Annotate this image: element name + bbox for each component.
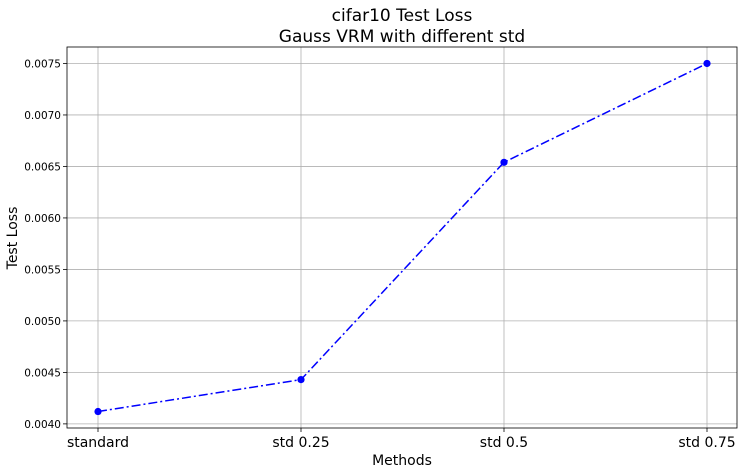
x-axis-ticks: standard std 0.25 std 0.5 std 0.75 bbox=[67, 428, 736, 451]
series-layer bbox=[94, 59, 711, 416]
x-axis-label: Methods bbox=[372, 453, 432, 469]
y-tick-label: 0.0075 bbox=[24, 58, 61, 70]
chart-title-line-1: cifar10 Test Loss bbox=[332, 6, 473, 26]
chart-title: cifar10 Test Loss Gauss VRM with differe… bbox=[279, 6, 525, 47]
data-point bbox=[500, 158, 508, 166]
x-tick-label: standard bbox=[67, 435, 129, 451]
chart-title-line-2: Gauss VRM with different std bbox=[279, 27, 525, 47]
y-tick-label: 0.0070 bbox=[24, 110, 61, 122]
data-point bbox=[94, 407, 102, 416]
x-tick-label: std 0.75 bbox=[678, 435, 735, 451]
grid-lines bbox=[67, 47, 737, 428]
y-tick-label: 0.0045 bbox=[24, 367, 61, 379]
y-tick-label: 0.0040 bbox=[24, 419, 61, 431]
data-point bbox=[703, 59, 711, 68]
x-tick-label: std 0.5 bbox=[480, 435, 528, 451]
plot-frame bbox=[66, 46, 738, 429]
x-tick-label: std 0.25 bbox=[272, 435, 329, 451]
series-line bbox=[97, 62, 708, 413]
y-tick-label: 0.0065 bbox=[24, 161, 61, 173]
y-tick-label: 0.0060 bbox=[24, 213, 61, 225]
y-tick-label: 0.0050 bbox=[24, 316, 61, 328]
y-axis-ticks: 0.0040 0.0045 0.0050 0.0055 0.0060 0.0065 0.00… bbox=[24, 58, 67, 431]
y-tick-label: 0.0055 bbox=[24, 264, 61, 276]
y-axis-label: Test Loss bbox=[5, 207, 21, 271]
data-point bbox=[297, 376, 305, 384]
